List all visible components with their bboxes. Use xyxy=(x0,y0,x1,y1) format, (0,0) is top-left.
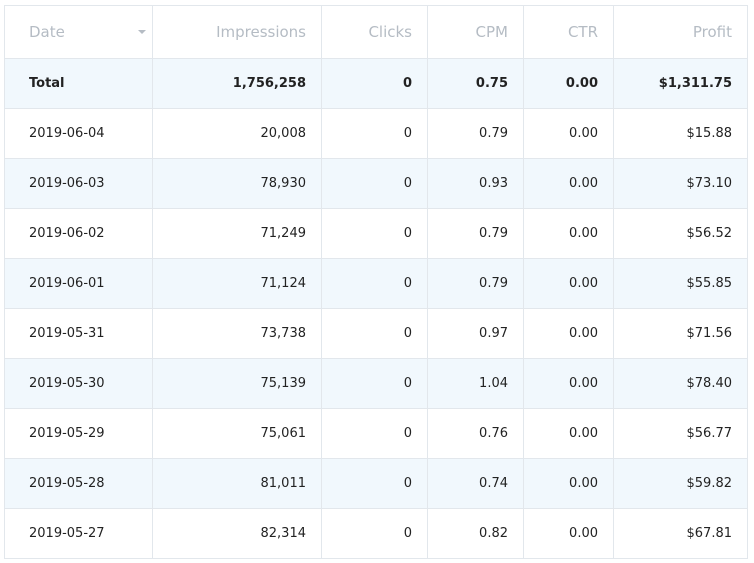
cell-clicks: 0 xyxy=(321,208,428,259)
table-header-row: Date Impressions Clicks CPM CTR Profit xyxy=(4,5,748,59)
total-row: Total 1,756,258 0 0.75 0.00 $1,311.75 xyxy=(4,58,748,109)
cell-cpm: 0.97 xyxy=(427,308,524,359)
cell-profit: $67.81 xyxy=(613,508,748,559)
table-row: 2019-05-28 81,011 0 0.74 0.00 $59.82 xyxy=(4,458,748,509)
total-cpm: 0.75 xyxy=(427,58,524,109)
cell-profit: $56.77 xyxy=(613,408,748,459)
cell-impressions: 20,008 xyxy=(152,108,322,159)
stats-table-container: Date Impressions Clicks CPM CTR Profit T… xyxy=(4,5,748,559)
cell-date: 2019-05-31 xyxy=(4,308,153,359)
cell-clicks: 0 xyxy=(321,508,428,559)
cell-profit: $15.88 xyxy=(613,108,748,159)
cell-impressions: 78,930 xyxy=(152,158,322,209)
total-profit: $1,311.75 xyxy=(613,58,748,109)
cell-clicks: 0 xyxy=(321,358,428,409)
cell-cpm: 0.82 xyxy=(427,508,524,559)
column-header-ctr[interactable]: CTR xyxy=(523,5,614,59)
cell-date: 2019-06-02 xyxy=(4,208,153,259)
cell-ctr: 0.00 xyxy=(523,208,614,259)
cell-cpm: 1.04 xyxy=(427,358,524,409)
cell-impressions: 73,738 xyxy=(152,308,322,359)
total-ctr: 0.00 xyxy=(523,58,614,109)
cell-cpm: 0.79 xyxy=(427,208,524,259)
total-clicks: 0 xyxy=(321,58,428,109)
cell-ctr: 0.00 xyxy=(523,308,614,359)
cell-impressions: 71,124 xyxy=(152,258,322,309)
cell-date: 2019-05-28 xyxy=(4,458,153,509)
cell-impressions: 81,011 xyxy=(152,458,322,509)
table-row: 2019-06-04 20,008 0 0.79 0.00 $15.88 xyxy=(4,108,748,159)
column-header-cpm[interactable]: CPM xyxy=(427,5,524,59)
cell-profit: $78.40 xyxy=(613,358,748,409)
cell-profit: $56.52 xyxy=(613,208,748,259)
cell-date: 2019-05-30 xyxy=(4,358,153,409)
cell-impressions: 71,249 xyxy=(152,208,322,259)
column-header-date-label: Date xyxy=(29,23,65,41)
cell-ctr: 0.00 xyxy=(523,158,614,209)
column-header-impressions[interactable]: Impressions xyxy=(152,5,322,59)
cell-profit: $55.85 xyxy=(613,258,748,309)
cell-clicks: 0 xyxy=(321,258,428,309)
table-row: 2019-05-30 75,139 0 1.04 0.00 $78.40 xyxy=(4,358,748,409)
cell-cpm: 0.74 xyxy=(427,458,524,509)
cell-impressions: 75,061 xyxy=(152,408,322,459)
cell-date: 2019-06-03 xyxy=(4,158,153,209)
cell-clicks: 0 xyxy=(321,458,428,509)
cell-impressions: 82,314 xyxy=(152,508,322,559)
cell-clicks: 0 xyxy=(321,408,428,459)
cell-ctr: 0.00 xyxy=(523,458,614,509)
table-row: 2019-06-03 78,930 0 0.93 0.00 $73.10 xyxy=(4,158,748,209)
cell-ctr: 0.00 xyxy=(523,508,614,559)
column-header-clicks[interactable]: Clicks xyxy=(321,5,428,59)
cell-ctr: 0.00 xyxy=(523,258,614,309)
cell-profit: $59.82 xyxy=(613,458,748,509)
cell-ctr: 0.00 xyxy=(523,358,614,409)
cell-date: 2019-06-04 xyxy=(4,108,153,159)
column-header-date[interactable]: Date xyxy=(4,5,153,59)
cell-cpm: 0.76 xyxy=(427,408,524,459)
total-impressions: 1,756,258 xyxy=(152,58,322,109)
table-row: 2019-05-29 75,061 0 0.76 0.00 $56.77 xyxy=(4,408,748,459)
total-label: Total xyxy=(4,58,153,109)
cell-ctr: 0.00 xyxy=(523,408,614,459)
table-row: 2019-06-01 71,124 0 0.79 0.00 $55.85 xyxy=(4,258,748,309)
cell-profit: $71.56 xyxy=(613,308,748,359)
cell-date: 2019-05-29 xyxy=(4,408,153,459)
table-row: 2019-05-31 73,738 0 0.97 0.00 $71.56 xyxy=(4,308,748,359)
cell-date: 2019-06-01 xyxy=(4,258,153,309)
cell-cpm: 0.79 xyxy=(427,108,524,159)
cell-impressions: 75,139 xyxy=(152,358,322,409)
stats-table: Date Impressions Clicks CPM CTR Profit T… xyxy=(4,5,748,559)
cell-ctr: 0.00 xyxy=(523,108,614,159)
cell-clicks: 0 xyxy=(321,108,428,159)
column-header-profit[interactable]: Profit xyxy=(613,5,748,59)
sort-caret-down-icon[interactable] xyxy=(138,30,146,34)
cell-clicks: 0 xyxy=(321,158,428,209)
cell-cpm: 0.79 xyxy=(427,258,524,309)
cell-cpm: 0.93 xyxy=(427,158,524,209)
cell-clicks: 0 xyxy=(321,308,428,359)
cell-date: 2019-05-27 xyxy=(4,508,153,559)
table-row: 2019-05-27 82,314 0 0.82 0.00 $67.81 xyxy=(4,508,748,559)
cell-profit: $73.10 xyxy=(613,158,748,209)
table-row: 2019-06-02 71,249 0 0.79 0.00 $56.52 xyxy=(4,208,748,259)
